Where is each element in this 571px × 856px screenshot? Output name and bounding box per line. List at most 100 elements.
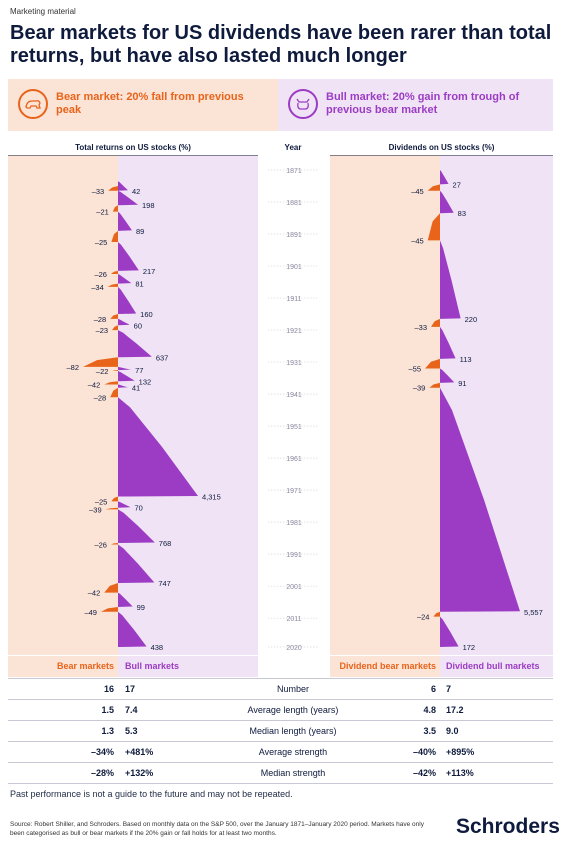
dv-bull-label: 220 bbox=[465, 315, 478, 324]
tr-bull-market bbox=[118, 190, 138, 206]
year-tick-label: 1871 bbox=[286, 168, 302, 175]
tr-bear-market bbox=[108, 186, 118, 191]
header-bg-dv-bear bbox=[330, 656, 440, 677]
header-bg-tr-bear bbox=[8, 656, 118, 677]
row-label: Median length (years) bbox=[249, 726, 337, 736]
tr-bear-market bbox=[104, 381, 118, 385]
tr-bull-label: 160 bbox=[140, 310, 153, 319]
tr-bear-label: –42 bbox=[88, 589, 101, 598]
brand-logo: Schroders bbox=[456, 815, 560, 838]
total-returns-header: Total returns on US stocks (%) bbox=[75, 143, 191, 152]
tr-bull-market bbox=[118, 211, 132, 231]
dv-bull-label: 91 bbox=[458, 379, 466, 388]
year-tick-label: 1961 bbox=[286, 456, 302, 463]
year-tick-label: 1991 bbox=[286, 552, 302, 559]
tr-bear-label: –26 bbox=[94, 541, 107, 550]
tr-bear-value: –34% bbox=[90, 747, 114, 757]
dv-bull-value: +895% bbox=[446, 747, 475, 757]
dv-bull-market bbox=[440, 190, 454, 214]
tr-bull-market bbox=[118, 318, 130, 326]
tr-bull-market bbox=[118, 330, 152, 358]
tr-bull-label: 42 bbox=[132, 187, 140, 196]
tr-bear-label: –25 bbox=[95, 497, 108, 506]
tr-bull-label: 99 bbox=[137, 603, 145, 612]
tr-bull-market bbox=[118, 501, 131, 508]
tr-bear-label: –49 bbox=[84, 608, 97, 617]
tr-bull-label: 747 bbox=[158, 579, 171, 588]
dv-bear-value: –40% bbox=[412, 747, 436, 757]
tr-bull-value: 7.4 bbox=[125, 705, 138, 715]
dv-bull-label: 83 bbox=[458, 209, 466, 218]
tr-bull-market bbox=[118, 611, 147, 647]
tr-bear-market bbox=[112, 370, 118, 372]
dv-bear-label: –55 bbox=[408, 364, 421, 373]
tr-bull-market bbox=[118, 242, 139, 271]
tr-bull-market bbox=[118, 544, 155, 583]
tr-bull-label: 637 bbox=[156, 353, 169, 362]
tr-bear-label: –22 bbox=[96, 367, 109, 376]
tr-bull-label: 81 bbox=[135, 280, 143, 289]
tr-bear-header: Bear markets bbox=[56, 661, 114, 671]
dv-bull-value: 9.0 bbox=[446, 726, 459, 736]
year-tick-label: 1881 bbox=[286, 200, 302, 207]
legend-bull-text: Bull market: 20% gain from trough of pre… bbox=[326, 91, 520, 116]
tr-bull-label: 217 bbox=[143, 267, 156, 276]
dv-bear-header: Dividend bear markets bbox=[339, 661, 436, 671]
dv-bull-value: +113% bbox=[446, 768, 474, 778]
tr-bull-market bbox=[118, 371, 135, 382]
year-header: Year bbox=[284, 143, 302, 152]
tr-bull-market bbox=[118, 286, 137, 315]
year-tick-label: 2020 bbox=[286, 645, 302, 652]
tr-bear-market bbox=[105, 507, 118, 510]
row-label: Average strength bbox=[258, 747, 328, 757]
tr-bear-market bbox=[111, 230, 118, 243]
tr-bear-label: –26 bbox=[94, 270, 107, 279]
dv-bear-market bbox=[427, 213, 440, 241]
year-tick-label: 1911 bbox=[286, 296, 301, 303]
dv-bear-market bbox=[429, 382, 440, 388]
tr-bear-value: 1.3 bbox=[101, 726, 114, 736]
tr-bear-market bbox=[111, 496, 118, 502]
tr-bear-market bbox=[107, 283, 118, 287]
row-label: Number bbox=[276, 684, 309, 694]
dv-bull-market bbox=[440, 368, 455, 383]
dv-bull-label: 5,557 bbox=[524, 608, 543, 617]
tr-bull-label: 70 bbox=[135, 504, 143, 513]
tr-bear-value: 16 bbox=[103, 684, 114, 694]
year-tick-label: 1951 bbox=[286, 424, 302, 431]
tr-bear-market bbox=[83, 357, 118, 367]
dv-bear-market bbox=[433, 611, 440, 617]
dv-bull-market bbox=[440, 616, 459, 647]
table-bottom-rule bbox=[8, 783, 553, 784]
tr-bear-label: –25 bbox=[95, 238, 108, 247]
tr-bear-label: –33 bbox=[92, 187, 105, 196]
year-tick-label: 2011 bbox=[286, 616, 301, 623]
dv-bull-label: 172 bbox=[463, 643, 476, 652]
table-row: 1.5 7.4 Average length (years) 4.8 17.2 bbox=[8, 699, 553, 721]
dv-bear-label: –45 bbox=[411, 187, 424, 196]
row-label: Average length (years) bbox=[247, 705, 339, 715]
dv-bull-value: 17.2 bbox=[446, 705, 464, 715]
tr-bear-market bbox=[110, 387, 118, 398]
dividends-header: Dividends on US stocks (%) bbox=[388, 143, 495, 152]
year-tick-label: 2001 bbox=[286, 584, 302, 591]
tr-bear-label: –23 bbox=[96, 326, 109, 335]
dv-bear-label: –45 bbox=[411, 236, 424, 245]
year-tick-label: 1921 bbox=[286, 328, 302, 335]
tr-bear-market bbox=[110, 270, 118, 275]
tr-bull-market bbox=[118, 397, 198, 497]
dv-bear-market bbox=[425, 358, 440, 369]
bull-icon bbox=[288, 89, 318, 119]
header-bg-dv-bull bbox=[440, 656, 553, 677]
year-tick-label: 1901 bbox=[286, 264, 302, 271]
dv-bear-label: –33 bbox=[414, 323, 427, 332]
tr-bull-label: 89 bbox=[136, 227, 144, 236]
tr-bull-market bbox=[118, 366, 132, 371]
tr-bear-bg bbox=[8, 155, 118, 655]
dv-bull-market bbox=[440, 326, 456, 359]
source-note: Source: Robert Shiller, and Schroders. B… bbox=[10, 821, 424, 837]
tr-bull-market bbox=[118, 181, 128, 191]
year-axis-bg bbox=[258, 155, 330, 655]
page-title: Bear markets for US dividends have been … bbox=[10, 22, 552, 67]
tr-bear-market bbox=[110, 314, 118, 319]
